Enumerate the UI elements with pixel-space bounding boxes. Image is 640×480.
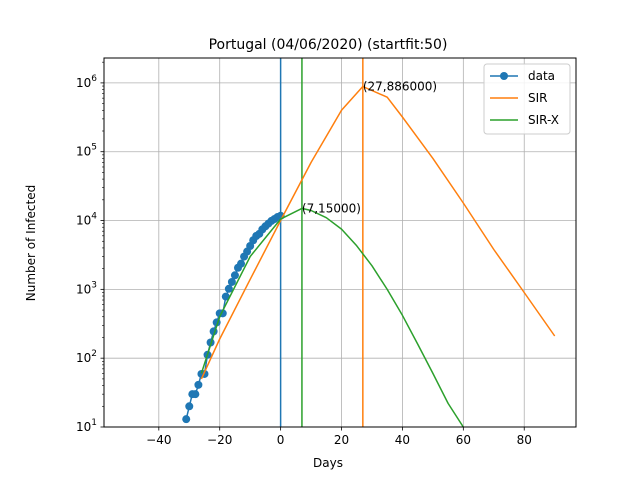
y-tick-label: 105 (76, 143, 97, 159)
y-tick-label: 106 (76, 74, 97, 90)
series-line-sir-x (200, 207, 464, 427)
data-point (182, 415, 191, 424)
y-tick-label: 102 (76, 349, 97, 365)
x-tick-label: 0 (277, 433, 285, 447)
legend-box (483, 63, 571, 135)
data-point (230, 271, 239, 280)
x-axis-label: Days (313, 456, 343, 470)
annotation-label: (27,886000) (363, 80, 437, 94)
legend-label-sir: SIR (528, 91, 548, 105)
legend-marker (500, 72, 508, 80)
chart-title: Portugal (04/06/2020) (startfit:50) (209, 37, 448, 53)
y-tick-label: 104 (76, 212, 97, 228)
x-tick-label: 40 (395, 433, 410, 447)
plot-area (182, 58, 556, 427)
legend: data SIR SIR-X (483, 63, 571, 135)
x-tick-label: 80 (517, 433, 532, 447)
data-point (224, 284, 233, 293)
y-tick-label: 101 (76, 418, 97, 434)
data-point (221, 292, 230, 301)
x-tick-label: −20 (207, 433, 232, 447)
data-point (191, 390, 200, 399)
x-tick-label: 20 (334, 433, 349, 447)
x-tick-label: 60 (456, 433, 471, 447)
legend-label-sir-x: SIR-X (528, 113, 559, 127)
series-line-sir (200, 85, 556, 380)
data-point (194, 380, 203, 389)
plot-frame (103, 57, 577, 428)
annotation-label: (7,15000) (302, 201, 361, 215)
axis-ticks: −40 −20 0 20 40 60 80 101 102 103 104 105 106 (27,886… (76, 61, 532, 447)
data-point (185, 402, 194, 411)
x-tick-label: −40 (146, 433, 171, 447)
data-point (237, 259, 246, 268)
legend-label-data: data (528, 69, 555, 83)
y-axis-label: Number of Infected (24, 185, 38, 301)
data-point (227, 277, 236, 286)
y-tick-label: 103 (76, 280, 97, 296)
